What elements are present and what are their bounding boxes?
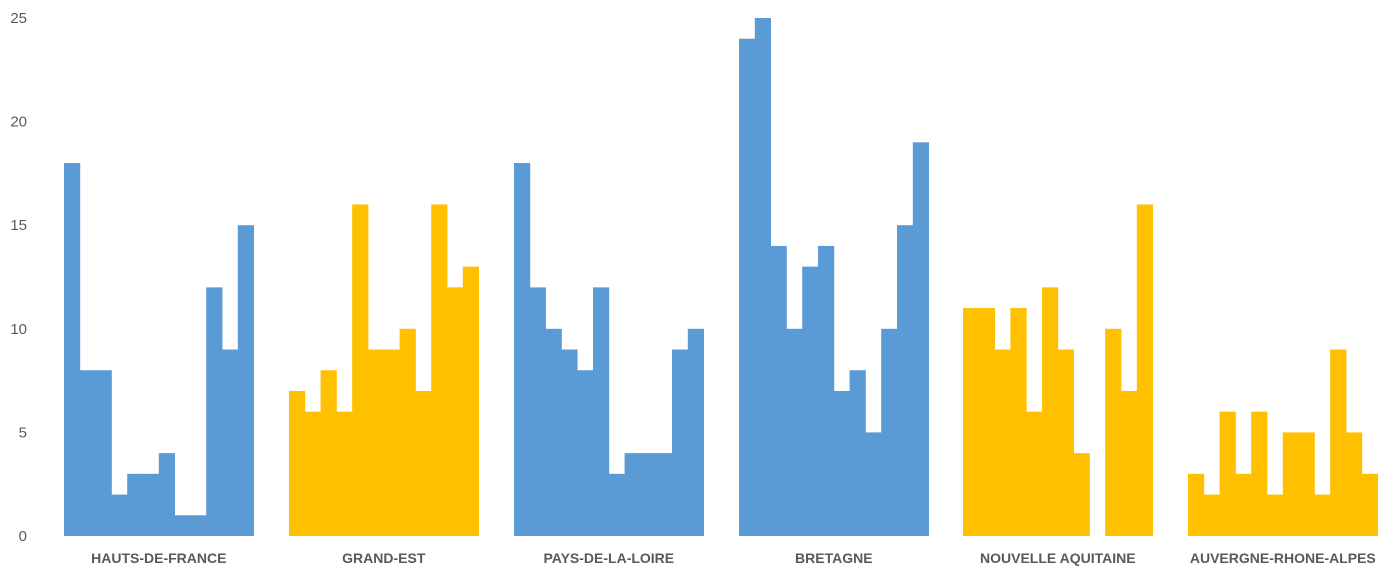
bar bbox=[963, 308, 980, 536]
x-axis: HAUTS-DE-FRANCE GRAND-EST PAYS-DE-LA-LOIRE… bbox=[91, 550, 1376, 566]
bar bbox=[514, 163, 531, 537]
bar bbox=[1219, 411, 1236, 536]
bar bbox=[656, 453, 673, 536]
bar bbox=[447, 287, 464, 536]
bar bbox=[415, 390, 432, 536]
bar bbox=[1251, 411, 1268, 536]
bar bbox=[1346, 432, 1363, 536]
y-tick-label: 0 bbox=[19, 528, 27, 545]
bar bbox=[1298, 432, 1315, 536]
bar bbox=[912, 142, 929, 536]
bar bbox=[739, 38, 756, 536]
bar bbox=[561, 349, 578, 536]
bar bbox=[1026, 411, 1043, 536]
bar bbox=[352, 204, 369, 537]
bar bbox=[545, 328, 562, 536]
y-tick-label: 15 bbox=[10, 217, 27, 234]
category-label: PAYS-DE-LA-LOIRE bbox=[543, 550, 674, 566]
bar bbox=[802, 266, 819, 536]
bar bbox=[608, 473, 625, 536]
bar bbox=[849, 370, 866, 536]
category-label: AUVERGNE-RHONE-ALPES bbox=[1190, 550, 1376, 566]
bar bbox=[1042, 287, 1059, 536]
bar bbox=[754, 18, 771, 536]
bar bbox=[994, 349, 1011, 536]
bar bbox=[577, 370, 594, 536]
bar bbox=[174, 515, 191, 536]
bar bbox=[462, 266, 479, 536]
y-tick-label: 25 bbox=[10, 10, 27, 27]
bar bbox=[1282, 432, 1299, 536]
y-tick-label: 10 bbox=[10, 321, 27, 338]
bar bbox=[1330, 349, 1347, 536]
bar bbox=[237, 225, 254, 536]
bar bbox=[1361, 473, 1378, 536]
bar bbox=[786, 328, 803, 536]
bar bbox=[770, 245, 787, 537]
bar bbox=[1235, 473, 1252, 536]
bar bbox=[818, 245, 835, 537]
bar bbox=[865, 432, 882, 536]
bar bbox=[320, 370, 337, 536]
bar bbox=[672, 349, 689, 536]
y-tick-label: 20 bbox=[10, 114, 27, 131]
bar bbox=[881, 328, 898, 536]
bar bbox=[206, 287, 223, 536]
bar bbox=[833, 390, 850, 536]
bar bbox=[897, 225, 914, 536]
y-axis: 0 5 10 15 20 25 bbox=[10, 10, 27, 545]
bar bbox=[1057, 349, 1074, 536]
bar bbox=[1121, 390, 1138, 536]
bar bbox=[383, 349, 400, 536]
bar bbox=[978, 308, 995, 536]
category-label: GRAND-EST bbox=[342, 550, 426, 566]
bar bbox=[399, 328, 416, 536]
bar bbox=[1203, 494, 1220, 536]
bar bbox=[1010, 308, 1027, 536]
bar bbox=[593, 287, 610, 536]
bar bbox=[1073, 453, 1090, 536]
bar bbox=[368, 349, 385, 536]
category-label: NOUVELLE AQUITAINE bbox=[980, 550, 1136, 566]
bar bbox=[1314, 494, 1331, 536]
bar bbox=[143, 473, 160, 536]
bar bbox=[1136, 204, 1153, 537]
bar bbox=[222, 349, 239, 536]
bar bbox=[304, 411, 321, 536]
bar bbox=[640, 453, 657, 536]
bars bbox=[64, 18, 1378, 537]
bar bbox=[1188, 473, 1205, 536]
bar bbox=[190, 515, 207, 536]
bar bbox=[289, 390, 306, 536]
bar bbox=[95, 370, 112, 536]
bar bbox=[111, 494, 128, 536]
bar bbox=[79, 370, 96, 536]
bar bbox=[687, 328, 704, 536]
bar bbox=[336, 411, 353, 536]
bar bbox=[624, 453, 641, 536]
bar bbox=[1105, 328, 1122, 536]
bar bbox=[64, 163, 81, 537]
bar bbox=[1267, 494, 1284, 536]
y-tick-label: 5 bbox=[19, 424, 27, 441]
category-label: HAUTS-DE-FRANCE bbox=[91, 550, 226, 566]
bar bbox=[529, 287, 546, 536]
bar bbox=[158, 453, 175, 536]
category-label: BRETAGNE bbox=[795, 550, 873, 566]
bar bbox=[431, 204, 448, 537]
bar bbox=[127, 473, 144, 536]
